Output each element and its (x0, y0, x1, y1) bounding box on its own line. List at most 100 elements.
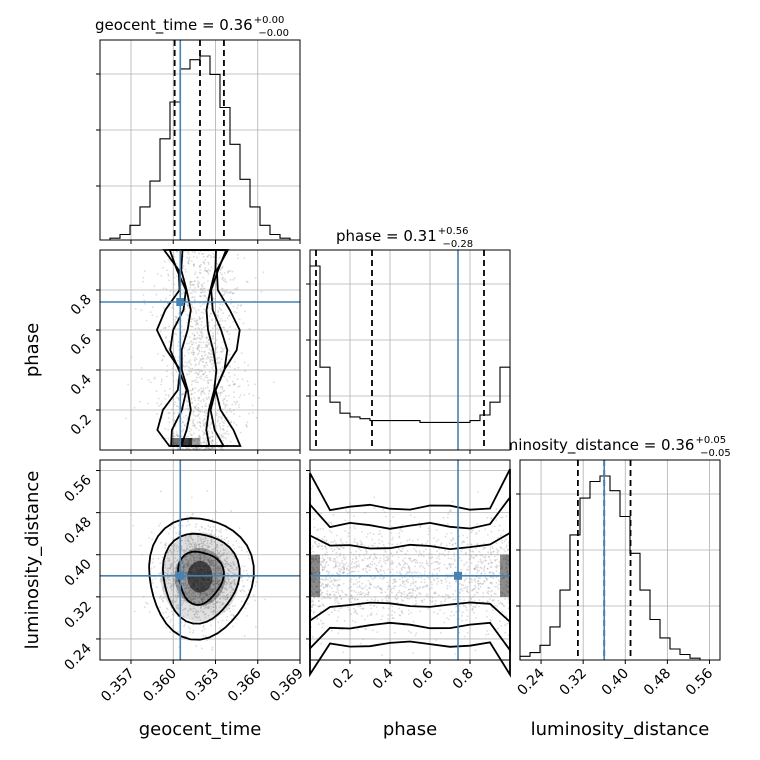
scatter-point (192, 598, 194, 601)
scatter-point (494, 585, 496, 588)
scatter-point (198, 434, 201, 437)
scatter-point (355, 561, 358, 564)
scatter-point (199, 556, 202, 559)
scatter-point (211, 337, 214, 339)
scatter-point (184, 424, 186, 427)
scatter-point (245, 280, 248, 283)
scatter-point (433, 537, 435, 539)
scatter-point (162, 596, 164, 599)
scatter-point (311, 545, 314, 548)
scatter-point (195, 312, 198, 315)
scatter-point (205, 336, 208, 338)
scatter-point (219, 269, 222, 271)
scatter-point (188, 427, 191, 429)
scatter-point (347, 532, 350, 534)
scatter-point (243, 565, 246, 568)
scatter-point (187, 261, 190, 263)
scatter-point (204, 594, 207, 596)
scatter-point (209, 358, 212, 361)
scatter-point (164, 437, 167, 440)
scatter-point (333, 539, 336, 542)
scatter-point (214, 347, 217, 350)
scatter-point (504, 624, 507, 627)
scatter-point (193, 559, 195, 562)
scatter-point (426, 562, 428, 565)
scatter-point (222, 439, 225, 442)
scatter-point (192, 441, 194, 444)
scatter-point (151, 306, 154, 309)
scatter-point (241, 588, 244, 591)
scatter-point (198, 596, 201, 599)
scatter-point (161, 267, 164, 269)
scatter-point (231, 270, 234, 273)
scatter-point (134, 307, 137, 310)
scatter-point (406, 539, 409, 542)
scatter-point (338, 564, 341, 567)
scatter-point (192, 447, 195, 450)
scatter-point (173, 545, 176, 548)
scatter-point (325, 577, 327, 579)
scatter-point (196, 331, 199, 334)
scatter-point (339, 568, 342, 571)
scatter-point (372, 544, 375, 547)
scatter-point (191, 538, 194, 541)
scatter-point (201, 346, 203, 349)
scatter-point (221, 435, 223, 437)
scatter-point (501, 610, 504, 613)
scatter-point (199, 331, 202, 333)
scatter-point (212, 606, 215, 609)
scatter-point (412, 652, 414, 654)
scatter-point (205, 437, 208, 440)
scatter-point (198, 341, 201, 343)
scatter-point (214, 292, 217, 295)
scatter-point (198, 549, 201, 552)
scatter-point (193, 543, 196, 546)
scatter-point (194, 273, 196, 276)
scatter-point (470, 529, 473, 531)
scatter-point (177, 435, 180, 438)
scatter-point (194, 407, 197, 409)
scatter-point (479, 558, 482, 561)
scatter-point (449, 585, 452, 588)
scatter-point (176, 596, 179, 598)
scatter-point (200, 287, 203, 290)
scatter-point (164, 546, 166, 549)
scatter-point (141, 378, 143, 380)
scatter-point (159, 330, 162, 333)
scatter-point (166, 370, 168, 373)
scatter-point (167, 275, 170, 277)
scatter-point (373, 507, 376, 510)
scatter-point (225, 594, 228, 597)
scatter-point (197, 403, 200, 405)
scatter-point (359, 540, 362, 543)
scatter-point (198, 350, 201, 353)
scatter-point (479, 566, 482, 569)
scatter-point (424, 570, 426, 573)
scatter-point (202, 372, 205, 375)
scatter-point (358, 564, 360, 566)
scatter-point (197, 443, 200, 445)
scatter-point (401, 612, 404, 615)
scatter-point (505, 515, 508, 518)
scatter-point (224, 580, 227, 583)
scatter-point (185, 570, 188, 573)
scatter-point (254, 383, 256, 386)
scatter-point (190, 393, 193, 396)
scatter-point (197, 368, 200, 371)
scatter-point (220, 370, 223, 373)
scatter-point (194, 597, 197, 600)
scatter-point (193, 440, 196, 442)
scatter-point (156, 272, 159, 275)
scatter-point (468, 577, 471, 580)
scatter-point (190, 589, 193, 591)
scatter-point (229, 407, 231, 410)
scatter-point (422, 555, 425, 558)
scatter-point (225, 437, 227, 440)
scatter-point (496, 554, 499, 556)
scatter-point (452, 593, 454, 595)
scatter-point (244, 607, 247, 610)
scatter-point (446, 544, 448, 547)
scatter-point (125, 417, 128, 420)
scatter-point (182, 428, 185, 431)
scatter-point (187, 304, 189, 307)
